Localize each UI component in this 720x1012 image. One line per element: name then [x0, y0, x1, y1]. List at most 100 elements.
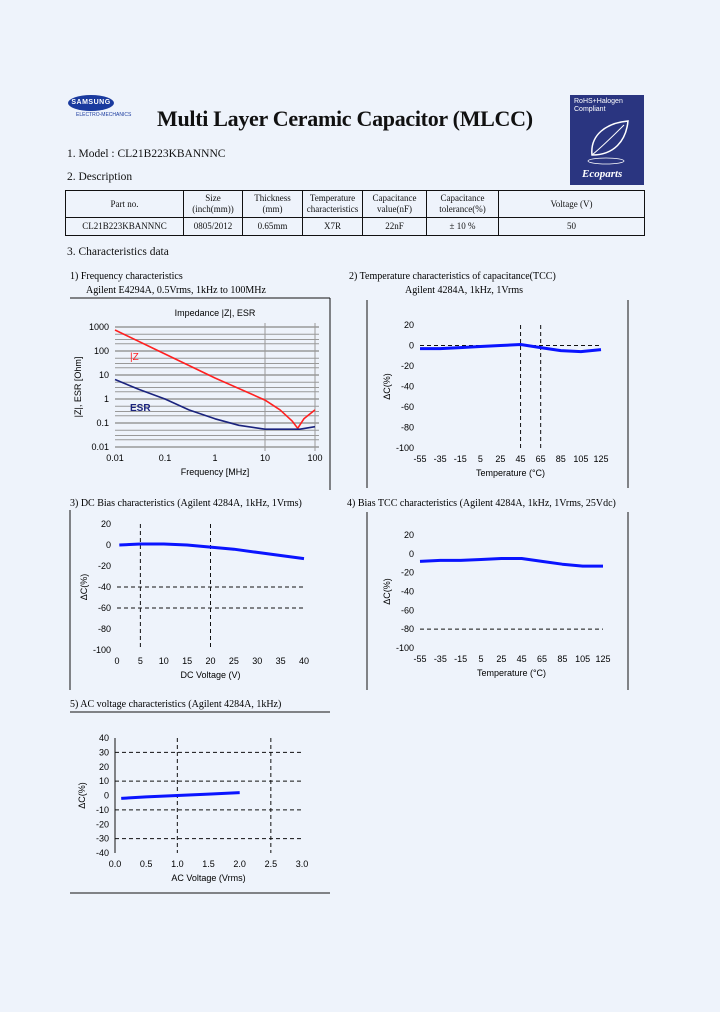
x-tick-label: 1.5 — [202, 859, 215, 869]
x-tick-label: 10 — [260, 453, 270, 463]
x-tick-label: 35 — [276, 656, 286, 666]
y-tick-label: -80 — [401, 423, 414, 433]
x-axis-label: Temperature (°C) — [477, 668, 546, 678]
badge-text: RoHS+Halogen Compliant — [574, 98, 623, 113]
x-tick-label: 0.01 — [106, 453, 124, 463]
y-tick-label: 0 — [104, 791, 109, 801]
y-tick-label: -60 — [401, 402, 414, 412]
chart-4: 4) Bias TCC characteristics (Agilent 428… — [347, 498, 629, 690]
ecoparts-badge: RoHS+Halogen Compliant Ecoparts — [570, 95, 644, 185]
header-cell: Thickness (mm) — [242, 190, 303, 218]
y-tick-label: -80 — [98, 624, 111, 634]
y-tick-label: 10 — [99, 370, 109, 380]
cell: X7R — [302, 217, 363, 236]
description-table: Part no. Size (inch(mm)) Thickness (mm) … — [65, 190, 645, 236]
x-axis-label: Temperature (°C) — [476, 468, 545, 478]
x-tick-label: 125 — [593, 454, 608, 464]
y-tick-label: -40 — [98, 582, 111, 592]
y-axis-label: ΔC(%) — [382, 373, 392, 400]
chart-2: 2) Temperature characteristics of capaci… — [349, 271, 629, 488]
x-tick-label: 10 — [159, 656, 169, 666]
x-tick-label: -55 — [413, 654, 426, 664]
y-tick-label: -100 — [93, 645, 111, 655]
x-tick-label: 0.0 — [109, 859, 122, 869]
table-row: CL21B223KBANNNC 0805/2012 0.65mm X7R 22n… — [65, 217, 645, 236]
x-tick-label: 2.5 — [265, 859, 278, 869]
x-tick-label: 5 — [478, 454, 483, 464]
chart-heading: 3) DC Bias characteristics (Agilent 4284… — [70, 498, 302, 509]
cell: 0.65mm — [242, 217, 303, 236]
series-label: |Z — [130, 352, 139, 363]
x-tick-label: 65 — [536, 454, 546, 464]
x-tick-label: -35 — [434, 454, 447, 464]
x-tick-label: 1.0 — [171, 859, 184, 869]
y-tick-label: 0.01 — [91, 442, 109, 452]
x-axis-label: AC Voltage (Vrms) — [171, 873, 245, 883]
y-tick-label: 30 — [99, 747, 109, 757]
x-tick-label: 5 — [478, 654, 483, 664]
series-line-z — [114, 329, 316, 430]
chart-subheading: Agilent 4284A, 1kHz, 1Vrms — [405, 285, 523, 296]
y-tick-label: 100 — [94, 346, 109, 356]
series-label: ESR — [130, 403, 151, 414]
header-cell: Temperature characteristics — [302, 190, 363, 218]
x-tick-label: 3.0 — [296, 859, 309, 869]
chart-1: 1) Frequency characteristics Agilent E429… — [70, 271, 331, 490]
badge-brand: Ecoparts — [582, 168, 623, 180]
x-axis-label: DC Voltage (V) — [180, 670, 240, 680]
y-tick-label: -40 — [401, 382, 414, 392]
y-tick-label: 20 — [101, 519, 111, 529]
chart-heading: 1) Frequency characteristics — [70, 271, 183, 282]
x-tick-label: -55 — [413, 454, 426, 464]
y-tick-label: 1000 — [89, 322, 109, 332]
chart-heading: 5) AC voltage characteristics (Agilent 4… — [70, 699, 281, 710]
y-tick-label: 1 — [104, 394, 109, 404]
x-tick-label: 0.1 — [159, 453, 172, 463]
x-tick-label: 2.0 — [233, 859, 246, 869]
x-tick-label: 15 — [182, 656, 192, 666]
header-cell: Capacitance tolerance(%) — [426, 190, 499, 218]
y-tick-label: -100 — [396, 643, 414, 653]
y-axis-label: ΔC(%) — [79, 574, 89, 601]
series-line-0 — [121, 791, 240, 800]
x-tick-label: 125 — [595, 654, 610, 664]
cell: 50 — [498, 217, 645, 236]
x-tick-label: 100 — [307, 453, 322, 463]
x-tick-label: -15 — [454, 654, 467, 664]
leaf-icon — [587, 120, 629, 165]
x-tick-label: -35 — [434, 654, 447, 664]
y-tick-label: -20 — [401, 568, 414, 578]
series-line-esr — [114, 378, 316, 431]
y-tick-label: -30 — [96, 834, 109, 844]
x-tick-label: -15 — [454, 454, 467, 464]
y-tick-label: 0 — [106, 540, 111, 550]
chart-title: Impedance |Z|, ESR — [175, 308, 256, 318]
y-tick-label: -60 — [98, 603, 111, 613]
x-axis-label: Frequency [MHz] — [181, 467, 250, 477]
x-tick-label: 65 — [537, 654, 547, 664]
x-tick-label: 105 — [573, 454, 588, 464]
description-heading: 2. Description — [67, 171, 133, 183]
x-tick-label: 45 — [517, 654, 527, 664]
y-tick-label: -20 — [96, 819, 109, 829]
y-axis-label: |Z|, ESR [Ohm] — [73, 357, 83, 418]
x-tick-label: 40 — [299, 656, 309, 666]
x-tick-label: 25 — [495, 454, 505, 464]
model-line: 1. Model : CL21B223KBANNNC — [67, 148, 226, 160]
characteristics-heading: 3. Characteristics data — [67, 246, 169, 258]
x-tick-label: 1 — [212, 453, 217, 463]
x-tick-label: 45 — [516, 454, 526, 464]
page-title: Multi Layer Ceramic Capacitor (MLCC) — [157, 106, 533, 131]
series-line-0 — [419, 557, 603, 568]
x-tick-label: 0 — [114, 656, 119, 666]
y-axis-label: ΔC(%) — [382, 578, 392, 605]
x-tick-label: 0.5 — [140, 859, 153, 869]
y-tick-label: 40 — [99, 733, 109, 743]
y-axis-label: ΔC(%) — [77, 782, 87, 809]
chart-subheading: Agilent E4294A, 0.5Vrms, 1kHz to 100MHz — [86, 285, 266, 296]
chart-5: 5) AC voltage characteristics (Agilent 4… — [70, 699, 330, 894]
chart-3: 3) DC Bias characteristics (Agilent 4284… — [69, 498, 309, 690]
y-tick-label: 20 — [404, 530, 414, 540]
y-tick-label: 20 — [404, 320, 414, 330]
